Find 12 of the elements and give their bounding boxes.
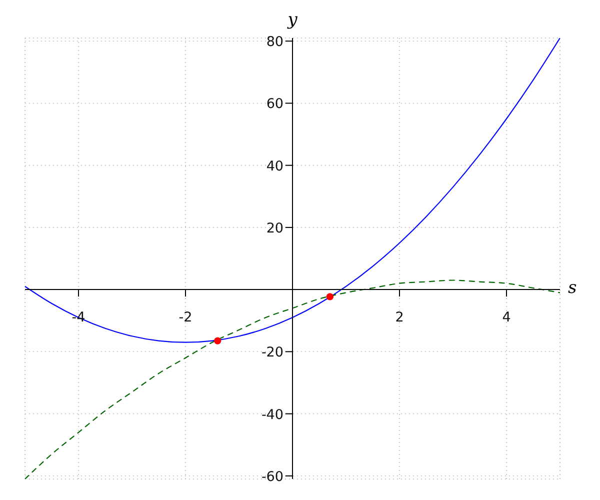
x-tick-label: 2 [395,310,404,326]
y-tick-label: 80 [266,34,284,50]
y-tick-label: 60 [266,96,284,112]
y-tick-label: 20 [266,220,284,236]
y-tick-label: -40 [261,406,284,423]
y-tick-label: 40 [266,158,284,174]
y-tick-label: -20 [261,344,284,361]
y-axis-title: y [288,10,298,30]
y-tick-label: -60 [261,468,284,485]
x-tick-label: -2 [178,310,192,326]
x-tick-label: 4 [502,310,511,326]
x-axis-title: s [568,278,577,298]
